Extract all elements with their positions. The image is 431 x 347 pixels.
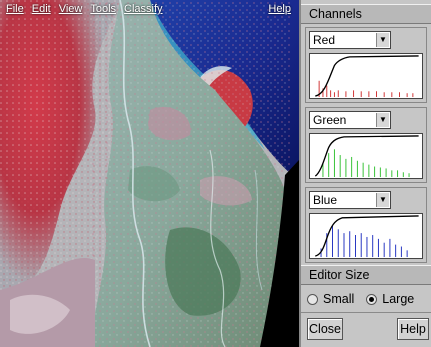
channel-green-label: Green [313,113,347,127]
radio-small[interactable] [307,293,318,305]
chevron-down-icon[interactable]: ▼ [376,193,389,207]
radio-large-label[interactable]: Large [382,292,415,306]
radio-large[interactable] [366,293,378,305]
histogram-blue-bars [320,225,408,258]
chevron-down-icon[interactable]: ▼ [376,33,389,47]
channels-title: Channels [301,4,431,24]
channels-panel: Channels Red ▼ Green ▼ [299,0,431,347]
channel-red: Red ▼ [305,27,427,103]
channel-green: Green ▼ [305,107,427,183]
histogram-red-bars [318,80,414,98]
channel-blue: Blue ▼ [305,187,427,263]
channel-red-select[interactable]: Red ▼ [309,31,391,49]
histogram-red-curve [315,55,419,97]
satellite-image[interactable] [0,0,299,347]
menu-tools[interactable]: Tools [90,3,117,15]
radio-small-label[interactable]: Small [323,292,355,306]
menu-edit[interactable]: Edit [31,3,51,15]
histogram-red[interactable] [309,53,423,99]
editor-size-options: Small Large [307,290,431,308]
editor-size-title: Editor Size [301,265,431,285]
histogram-blue-curve [315,215,419,257]
chevron-down-icon[interactable]: ▼ [376,113,389,127]
histogram-green-bars [322,149,410,178]
close-button[interactable]: Close [307,318,343,340]
divider [301,312,431,313]
menu-help[interactable]: Help [268,3,291,15]
channel-green-select[interactable]: Green ▼ [309,111,391,129]
histogram-blue[interactable] [309,213,423,259]
channel-blue-label: Blue [313,193,338,207]
channel-blue-select[interactable]: Blue ▼ [309,191,391,209]
histogram-green-curve [314,135,419,177]
histogram-green[interactable] [309,133,423,179]
help-button[interactable]: Help [397,318,429,340]
channel-red-label: Red [313,33,336,47]
satellite-image-view[interactable]: File Edit View Tools Classify Help [0,0,299,347]
menu-classify[interactable]: Classify [124,3,163,15]
menu-file[interactable]: File [6,3,24,15]
menu-view[interactable]: View [58,3,83,15]
menu-bar: File Edit View Tools Classify Help [0,0,299,18]
